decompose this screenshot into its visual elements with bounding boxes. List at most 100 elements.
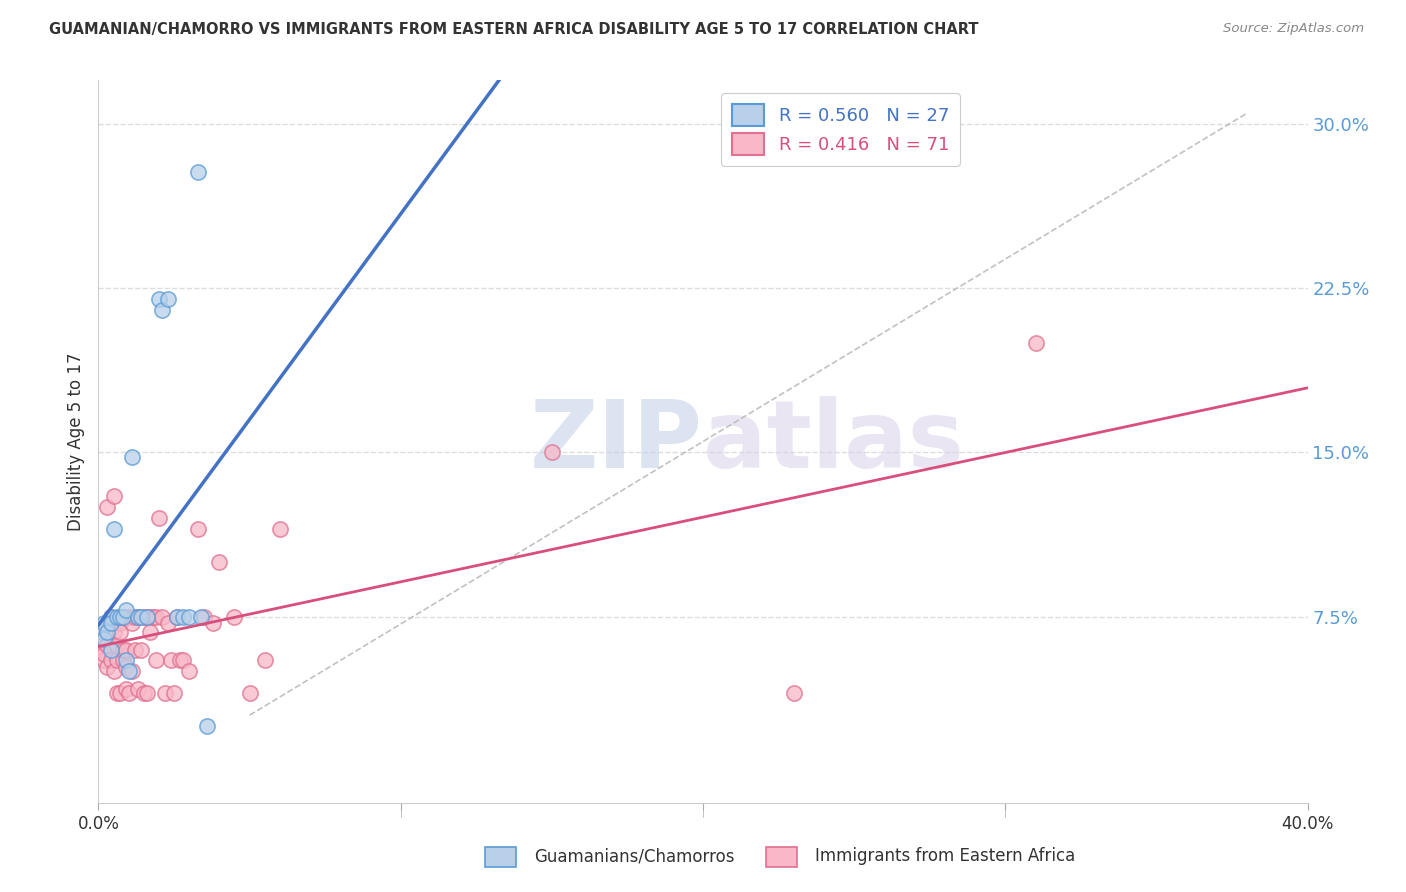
Point [150, 303, 173, 318]
Point [96, 500, 118, 515]
Point [111, 653, 134, 667]
Point [105, 609, 128, 624]
Point [132, 686, 155, 700]
Point [142, 609, 165, 624]
Point [156, 616, 179, 631]
Point [153, 686, 176, 700]
Point [166, 609, 188, 624]
Point [139, 609, 162, 624]
Point [100, 609, 122, 624]
Point [148, 511, 170, 525]
Point [96, 625, 118, 640]
Point [114, 603, 136, 617]
Point [111, 609, 134, 624]
Point [118, 686, 141, 700]
Point [202, 616, 225, 631]
Point [124, 642, 146, 657]
Point [179, 665, 201, 679]
Text: ZIP: ZIP [530, 395, 703, 488]
Point [114, 642, 136, 657]
Point [187, 522, 209, 536]
Text: Immigrants from Eastern Africa: Immigrants from Eastern Africa [815, 847, 1076, 865]
Point [1024, 336, 1046, 351]
Point [224, 609, 246, 624]
Point [124, 609, 146, 624]
Point [193, 609, 215, 624]
Point [90, 642, 112, 657]
Point [139, 625, 162, 640]
Point [103, 625, 125, 640]
Point [90, 632, 112, 646]
Point [166, 609, 188, 624]
Point [121, 450, 143, 464]
Y-axis label: Disability Age 5 to 17: Disability Age 5 to 17 [66, 352, 84, 531]
Point [135, 686, 157, 700]
Point [103, 665, 125, 679]
Point [93, 632, 115, 646]
Point [96, 638, 118, 652]
Point [172, 609, 194, 624]
Point [121, 616, 143, 631]
Point [114, 660, 136, 674]
Point [93, 616, 115, 631]
Point [148, 292, 170, 306]
Point [96, 625, 118, 640]
Point [169, 653, 191, 667]
Point [105, 638, 128, 652]
Point [172, 653, 194, 667]
Point [253, 653, 276, 667]
Point [93, 632, 115, 646]
Point [114, 653, 136, 667]
Point [145, 609, 167, 624]
Point [90, 625, 112, 640]
Point [127, 681, 149, 696]
Point [179, 609, 201, 624]
Point [190, 609, 212, 624]
Point [93, 647, 115, 661]
Point [108, 625, 131, 640]
Text: Source: ZipAtlas.com: Source: ZipAtlas.com [1223, 22, 1364, 36]
Point [93, 621, 115, 635]
Point [127, 609, 149, 624]
Point [129, 642, 152, 657]
Point [150, 609, 173, 624]
Point [108, 686, 131, 700]
Point [132, 609, 155, 624]
Point [105, 653, 128, 667]
Point [100, 616, 122, 631]
Point [127, 609, 149, 624]
Point [96, 625, 118, 640]
Point [118, 609, 141, 624]
Text: Guamanians/Chamorros: Guamanians/Chamorros [534, 847, 735, 865]
Point [156, 292, 179, 306]
Point [187, 165, 209, 179]
Point [111, 642, 134, 657]
Point [208, 555, 231, 569]
Point [269, 522, 291, 536]
Point [195, 719, 218, 733]
Point [108, 609, 131, 624]
Text: GUAMANIAN/CHAMORRO VS IMMIGRANTS FROM EASTERN AFRICA DISABILITY AGE 5 TO 17 CORR: GUAMANIAN/CHAMORRO VS IMMIGRANTS FROM EA… [49, 22, 979, 37]
Point [90, 625, 112, 640]
Point [145, 653, 167, 667]
Point [540, 445, 562, 459]
Point [100, 609, 122, 624]
Point [160, 653, 183, 667]
Point [783, 686, 806, 700]
Point [135, 609, 157, 624]
Point [114, 681, 136, 696]
Legend: R = 0.560   N = 27, R = 0.416   N = 71: R = 0.560 N = 27, R = 0.416 N = 71 [721, 93, 960, 166]
Point [118, 665, 141, 679]
Point [103, 522, 125, 536]
Point [121, 665, 143, 679]
Point [111, 609, 134, 624]
Text: atlas: atlas [703, 395, 965, 488]
Point [239, 686, 262, 700]
Point [100, 653, 122, 667]
Point [163, 686, 186, 700]
Point [96, 660, 118, 674]
Point [135, 609, 157, 624]
Point [100, 642, 122, 657]
Point [93, 653, 115, 667]
Point [129, 609, 152, 624]
